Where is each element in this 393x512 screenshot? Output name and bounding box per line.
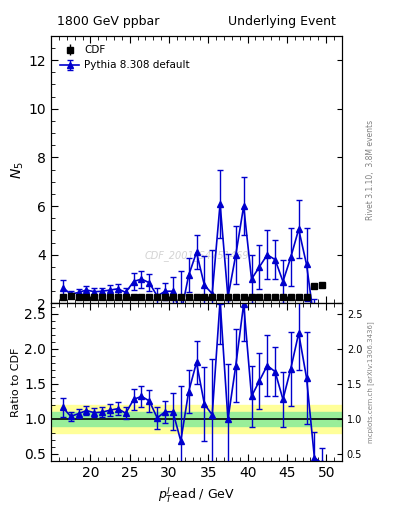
Y-axis label: $N_5$: $N_5$ — [9, 161, 26, 179]
Text: mcplots.cern.ch [arXiv:1306.3436]: mcplots.cern.ch [arXiv:1306.3436] — [367, 321, 375, 443]
Y-axis label: Ratio to CDF: Ratio to CDF — [11, 348, 22, 417]
X-axis label: $p_T^l$ead / GeV: $p_T^l$ead / GeV — [158, 485, 235, 505]
Text: CDF_2001_S4751469: CDF_2001_S4751469 — [144, 250, 249, 261]
Text: Underlying Event: Underlying Event — [228, 15, 336, 28]
Text: Rivet 3.1.10,  3.8M events: Rivet 3.1.10, 3.8M events — [367, 120, 375, 220]
Text: 1800 GeV ppbar: 1800 GeV ppbar — [57, 15, 159, 28]
Legend: CDF, Pythia 8.308 default: CDF, Pythia 8.308 default — [56, 41, 194, 75]
